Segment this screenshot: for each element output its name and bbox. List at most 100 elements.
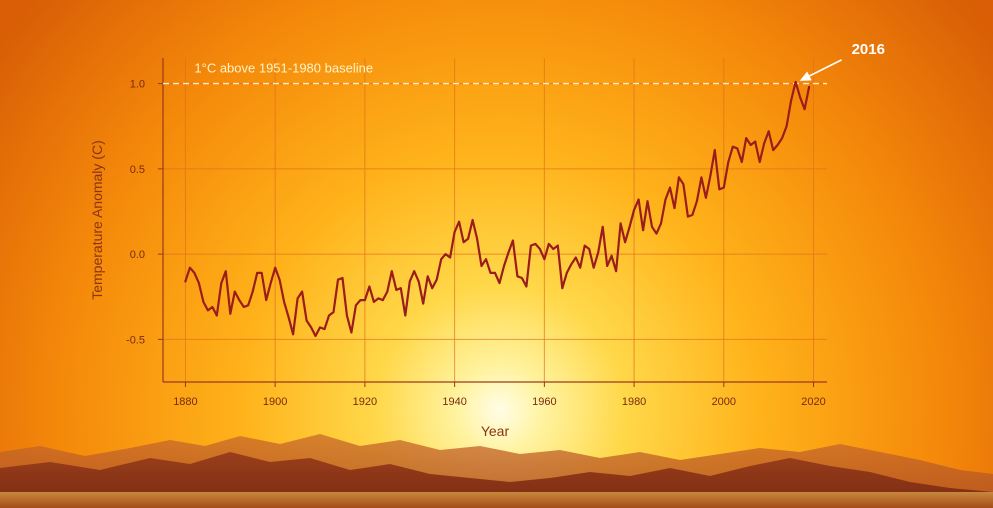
data-point-2006 — [749, 144, 752, 146]
data-point-2009 — [763, 142, 766, 145]
data-point-1970 — [588, 248, 591, 250]
data-point-1922 — [373, 301, 375, 303]
data-point-1934 — [426, 275, 429, 278]
callout-label: 2016 — [852, 41, 885, 58]
data-point-1973 — [601, 225, 604, 228]
data-point-1920 — [364, 299, 366, 301]
y-tick-label-3: 1.0 — [130, 79, 145, 91]
data-point-1896 — [256, 272, 259, 274]
data-point-1928 — [399, 287, 402, 290]
data-point-1932 — [417, 280, 420, 283]
data-point-1960 — [543, 258, 546, 261]
y-tick-label-0: -0.5 — [126, 334, 145, 346]
data-point-1916 — [346, 314, 348, 317]
data-point-1911 — [323, 328, 326, 330]
data-point-1913 — [332, 311, 335, 313]
data-point-1943 — [467, 237, 469, 240]
data-point-1990 — [678, 176, 680, 179]
data-point-1897 — [260, 272, 263, 274]
data-point-1975 — [610, 254, 613, 257]
data-point-1968 — [579, 266, 582, 269]
data-point-2012 — [776, 144, 779, 146]
data-point-1966 — [570, 263, 573, 266]
data-point-1926 — [390, 270, 393, 273]
data-point-1947 — [485, 258, 487, 261]
data-point-1885 — [207, 309, 209, 312]
data-point-1956 — [525, 285, 528, 288]
data-point-1906 — [301, 290, 303, 293]
axes — [158, 58, 827, 387]
data-point-2011 — [772, 149, 775, 152]
data-point-2019 — [808, 86, 810, 88]
temperature-series-line — [184, 80, 811, 338]
data-point-1986 — [660, 222, 662, 225]
data-point-1995 — [700, 176, 703, 179]
data-point-1929 — [404, 314, 407, 317]
data-point-2008 — [758, 161, 761, 163]
data-point-1917 — [350, 331, 353, 334]
data-point-1999 — [718, 188, 721, 191]
data-point-1904 — [292, 333, 294, 336]
y-tick-label-1: 0.0 — [130, 249, 145, 261]
data-point-1898 — [265, 299, 268, 301]
data-point-1980 — [633, 208, 635, 211]
data-point-1918 — [355, 304, 357, 307]
data-point-1933 — [422, 302, 425, 305]
data-point-1886 — [211, 306, 214, 308]
data-point-1908 — [310, 326, 312, 329]
data-point-1931 — [413, 270, 416, 273]
data-point-1890 — [229, 312, 232, 315]
data-point-1919 — [359, 299, 362, 301]
data-point-2017 — [799, 96, 801, 99]
data-point-1887 — [215, 314, 218, 317]
data-point-2018 — [803, 108, 806, 111]
baseline-annotation: 1°C above 1951-1980 baseline — [163, 61, 827, 85]
data-point-1953 — [512, 239, 514, 242]
data-point-1927 — [395, 289, 398, 291]
data-point-1949 — [494, 272, 496, 274]
data-point-1991 — [682, 183, 685, 186]
data-point-1944 — [471, 219, 474, 221]
data-point-1992 — [687, 215, 689, 218]
data-point-1912 — [328, 314, 330, 317]
data-point-2002 — [731, 145, 734, 148]
data-point-1941 — [458, 220, 460, 223]
data-point-1983 — [646, 200, 649, 203]
callout-arrowhead — [799, 71, 812, 81]
data-point-1963 — [556, 244, 559, 247]
data-point-1884 — [202, 301, 205, 303]
data-point-1909 — [314, 335, 317, 337]
data-point-1971 — [592, 266, 595, 269]
data-point-1981 — [637, 198, 640, 201]
data-point-1914 — [337, 278, 339, 281]
data-point-1910 — [319, 326, 321, 329]
x-tick-label-2020: 2020 — [801, 396, 825, 408]
x-tick-label-1960: 1960 — [532, 396, 556, 408]
data-point-1952 — [507, 251, 510, 254]
data-point-1994 — [696, 200, 698, 203]
data-point-1946 — [480, 265, 483, 267]
data-point-1935 — [431, 287, 434, 290]
data-point-1976 — [615, 270, 617, 273]
data-point-1951 — [503, 265, 505, 267]
data-point-1938 — [444, 253, 447, 256]
data-point-1955 — [521, 277, 523, 279]
data-point-1881 — [189, 266, 191, 269]
data-point-1962 — [552, 248, 555, 250]
x-tick-label-2000: 2000 — [712, 396, 736, 408]
x-tick-label-1880: 1880 — [173, 396, 197, 408]
data-point-1967 — [574, 256, 577, 259]
data-point-1902 — [283, 301, 285, 303]
data-point-1899 — [269, 282, 272, 284]
data-point-2003 — [736, 147, 739, 150]
data-point-1880 — [184, 280, 187, 283]
data-point-1965 — [565, 272, 568, 274]
data-point-2010 — [767, 130, 770, 133]
grid-lines — [163, 58, 827, 382]
x-tick-label-1940: 1940 — [442, 396, 466, 408]
data-point-1996 — [705, 196, 707, 199]
data-point-1958 — [534, 243, 537, 245]
data-point-1988 — [669, 186, 671, 189]
data-point-1998 — [713, 149, 716, 152]
data-point-1888 — [220, 282, 223, 284]
